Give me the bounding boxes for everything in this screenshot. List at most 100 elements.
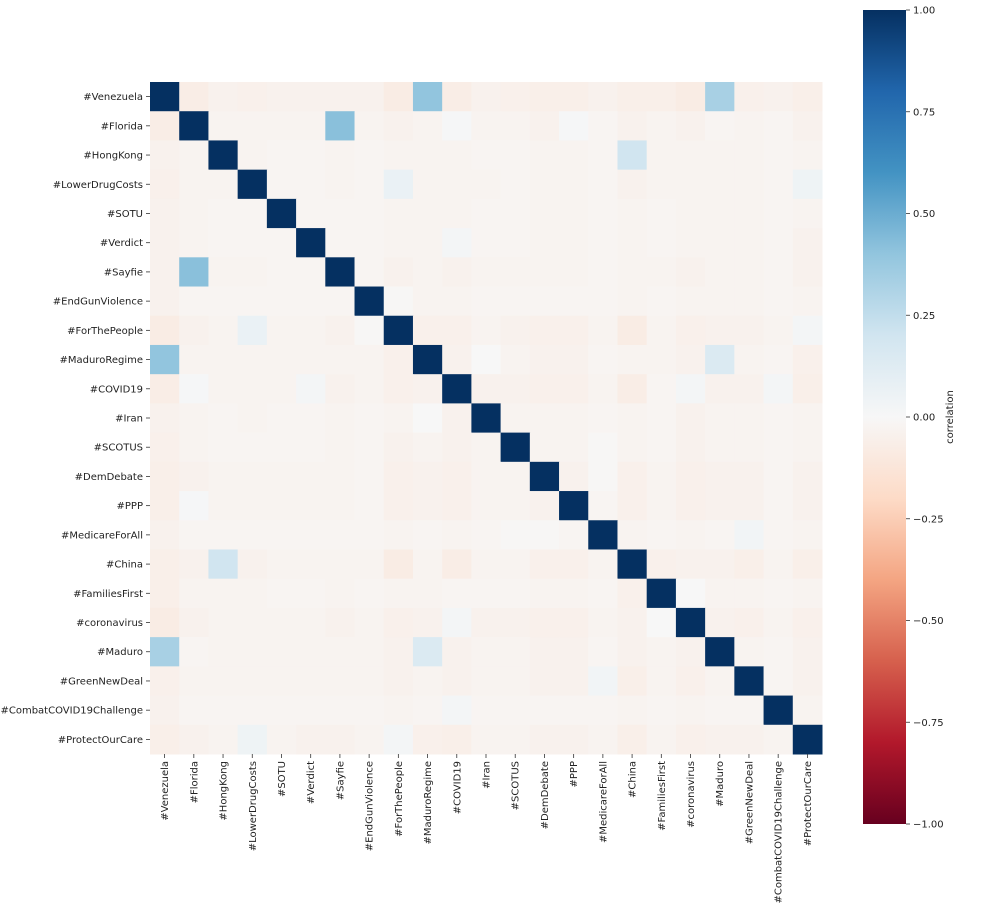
x-tick-label: #Venezuela — [160, 761, 171, 821]
heatmap-cell — [296, 607, 326, 638]
heatmap-cell — [529, 432, 560, 463]
heatmap-cell — [208, 374, 239, 404]
heatmap-cell — [150, 228, 180, 258]
heatmap-cell — [150, 198, 180, 229]
heatmap-cell — [646, 374, 677, 404]
heatmap-cell — [617, 344, 648, 375]
heatmap-cell — [734, 111, 765, 141]
heatmap-cell — [354, 637, 385, 667]
heatmap-cell — [792, 520, 823, 550]
heatmap-cell — [529, 315, 560, 346]
heatmap-cell — [675, 228, 706, 258]
heatmap-cell — [179, 520, 209, 550]
heatmap-cell — [208, 257, 239, 288]
heatmap-cell — [442, 578, 472, 609]
heatmap-cell — [237, 257, 268, 288]
x-tick-label: #PPP — [569, 761, 580, 787]
heatmap-cell — [588, 82, 618, 112]
heatmap-cell — [325, 695, 356, 726]
heatmap-cell — [529, 228, 560, 258]
heatmap-cell — [237, 111, 268, 141]
heatmap-cell — [150, 374, 180, 404]
heatmap-cell — [412, 403, 443, 434]
heatmap-cell — [179, 286, 209, 317]
x-tick-label: #COVID19 — [452, 761, 463, 814]
heatmap-cell — [383, 286, 414, 317]
heatmap-cell — [296, 286, 326, 317]
heatmap-cell — [237, 578, 268, 609]
heatmap-cell — [208, 461, 239, 492]
heatmap-cell — [442, 140, 472, 171]
heatmap-cell — [354, 695, 385, 726]
heatmap-cell — [266, 344, 297, 375]
heatmap-cell — [208, 82, 239, 112]
heatmap-cell — [208, 403, 239, 434]
heatmap-cell — [763, 578, 794, 609]
heatmap-cell — [792, 374, 823, 404]
heatmap-cell — [208, 491, 239, 521]
heatmap-cell — [383, 432, 414, 463]
heatmap-cell — [325, 578, 356, 609]
heatmap-cell — [266, 198, 297, 229]
heatmap-cell — [763, 82, 794, 112]
heatmap-cell — [237, 607, 268, 638]
y-tick-label: #Iran — [115, 414, 143, 425]
y-tick-label: #LowerDrugCosts — [53, 180, 143, 191]
heatmap-cell — [500, 286, 531, 317]
heatmap-cell — [617, 549, 648, 580]
heatmap-cell — [675, 695, 706, 726]
heatmap-cell — [500, 228, 531, 258]
heatmap-cell — [383, 549, 414, 580]
y-tick-label: #FamiliesFirst — [73, 589, 143, 600]
y-tick-label: #China — [106, 560, 143, 571]
heatmap-cell — [179, 82, 209, 112]
heatmap-cell — [675, 344, 706, 375]
heatmap-cell — [646, 432, 677, 463]
heatmap-cell — [734, 432, 765, 463]
heatmap-cell — [734, 461, 765, 492]
heatmap-cell — [559, 374, 589, 404]
heatmap-cell — [266, 695, 297, 726]
heatmap-cell — [266, 111, 297, 141]
heatmap-cell — [150, 578, 180, 609]
heatmap-cell — [296, 432, 326, 463]
colorbar-tick-label: 0.00 — [913, 413, 935, 424]
colorbar-label: correlation — [945, 390, 956, 444]
heatmap-cell — [442, 111, 472, 141]
y-tick-label: #PPP — [117, 501, 143, 512]
colorbar-tick-label: −0.25 — [913, 514, 944, 525]
heatmap-cell — [500, 198, 531, 229]
heatmap-cell — [500, 520, 531, 550]
heatmap-cell — [705, 257, 735, 288]
heatmap-cell — [325, 111, 356, 141]
heatmap-cell — [734, 403, 765, 434]
heatmap-cell — [296, 666, 326, 697]
heatmap-cell — [617, 666, 648, 697]
heatmap-cell — [705, 491, 735, 521]
x-tick-label: #Maduro — [715, 761, 726, 807]
heatmap-cell — [705, 82, 735, 112]
heatmap-cell — [383, 374, 414, 404]
heatmap-cell — [500, 637, 531, 667]
heatmap-cell — [705, 578, 735, 609]
heatmap-cell — [296, 403, 326, 434]
heatmap-cell — [266, 374, 297, 404]
heatmap-cell — [617, 257, 648, 288]
colorbar-tick-label: −0.75 — [913, 718, 944, 729]
heatmap-cell — [529, 403, 560, 434]
heatmap-cell — [617, 374, 648, 404]
heatmap-cell — [412, 169, 443, 200]
heatmap-cell — [763, 666, 794, 697]
heatmap-cell — [763, 724, 794, 755]
heatmap-cell — [325, 82, 356, 112]
heatmap-cell — [559, 549, 589, 580]
heatmap-cell — [442, 344, 472, 375]
heatmap-cell — [266, 607, 297, 638]
heatmap-cell — [266, 666, 297, 697]
heatmap-cell — [792, 491, 823, 521]
heatmap-cell — [237, 520, 268, 550]
heatmap-cell — [675, 140, 706, 171]
heatmap-cell — [617, 82, 648, 112]
heatmap-cell — [763, 403, 794, 434]
heatmap-cell — [588, 257, 618, 288]
